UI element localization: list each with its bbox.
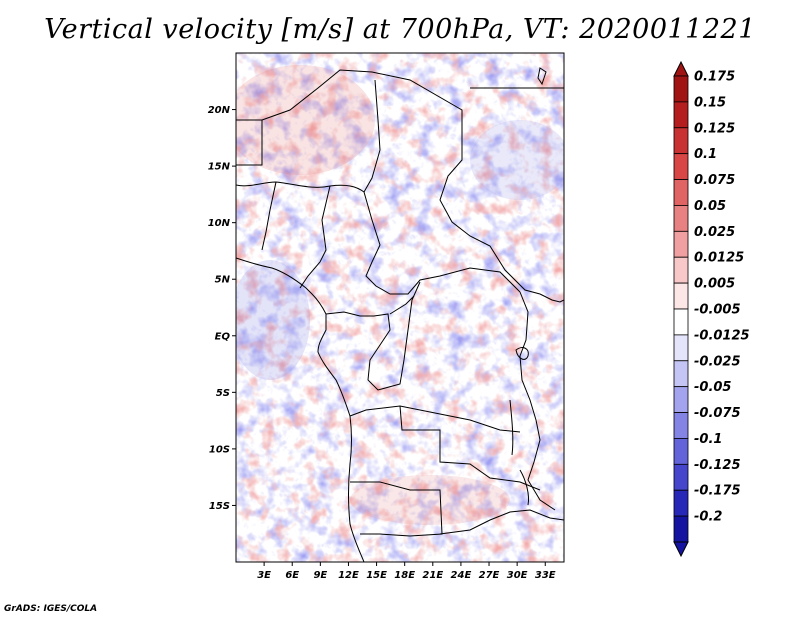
colorbar-swatch xyxy=(673,308,689,336)
lon-tick-label: 24E xyxy=(451,570,472,581)
lon-tick-label: 21E xyxy=(422,570,443,581)
colorbar-label: -0.0125 xyxy=(694,328,750,343)
lat-tick-label: 5S xyxy=(216,388,230,399)
grads-credit: GrADS: IGES/COLA xyxy=(4,604,98,614)
colorbar-label: 0.005 xyxy=(694,277,735,292)
colorbar-label: -0.125 xyxy=(694,458,741,473)
colorbar-label: 0.075 xyxy=(694,173,735,188)
colorbar-swatch xyxy=(673,489,689,517)
lat-tick-label: 15S xyxy=(209,501,230,512)
colorbar: 0.175 0.15 0.125 0.1 0.075 0.05 0.025 0.0125 0.0… xyxy=(673,60,750,558)
lon-tick-label: 18E xyxy=(394,570,415,581)
lon-tick-label: 6E xyxy=(285,570,299,581)
map-title: Vertical velocity [m/s] at 700hPa, VT: 2… xyxy=(44,14,756,45)
lon-tick-label: 15E xyxy=(366,570,387,581)
colorbar-label: -0.05 xyxy=(694,380,731,395)
colorbar-label: 0.125 xyxy=(694,121,735,136)
colorbar-label: -0.025 xyxy=(694,354,741,369)
colorbar-label: 0.0125 xyxy=(694,251,744,266)
latitude-axis: 20N 15N 10N 5N EQ 5S 10S 15S xyxy=(208,105,236,512)
colorbar-label: -0.005 xyxy=(694,303,741,318)
lon-tick-label: 27E xyxy=(479,570,500,581)
colorbar-swatch xyxy=(673,205,689,232)
colorbar-swatch xyxy=(673,412,689,439)
colorbar-swatch xyxy=(673,386,689,413)
colorbar-top-arrow xyxy=(673,60,689,77)
lon-tick-label: 3E xyxy=(257,570,271,581)
colorbar-swatch xyxy=(673,256,689,284)
colorbar-bottom-arrow xyxy=(673,541,689,558)
colorbar-label: -0.175 xyxy=(694,484,741,499)
colorbar-label: 0.05 xyxy=(694,199,726,214)
colorbar-swatch xyxy=(673,230,689,258)
lat-tick-label: 20N xyxy=(208,105,231,116)
colorbar-label: -0.1 xyxy=(694,432,722,447)
colorbar-swatch xyxy=(673,179,689,206)
country-borders xyxy=(236,67,564,562)
colorbar-swatch xyxy=(673,127,689,155)
lat-tick-label: 5N xyxy=(215,275,231,286)
lat-tick-label: 10N xyxy=(208,218,231,229)
plot-frame xyxy=(235,52,565,563)
colorbar-label: 0.1 xyxy=(694,147,717,162)
colorbar-label: -0.075 xyxy=(694,406,741,421)
colorbar-swatch xyxy=(673,438,689,465)
vertical-velocity-field xyxy=(236,53,564,562)
lat-tick-label: 10S xyxy=(209,444,230,455)
colorbar-swatch xyxy=(673,101,689,129)
colorbar-label: 0.025 xyxy=(694,225,735,240)
colorbar-swatch xyxy=(673,360,689,388)
colorbar-swatch xyxy=(673,282,689,310)
lon-tick-label: 12E xyxy=(338,570,359,581)
colorbar-label: 0.175 xyxy=(694,70,735,85)
colorbar-swatch xyxy=(673,463,689,491)
colorbar-swatch xyxy=(673,75,689,103)
lat-tick-label: 15N xyxy=(208,162,231,173)
colorbar-label: 0.15 xyxy=(694,95,726,110)
lon-tick-label: 9E xyxy=(313,570,327,581)
lon-tick-label: 30E xyxy=(507,570,528,581)
colorbar-swatch xyxy=(673,515,689,543)
lat-tick-label: EQ xyxy=(215,331,231,342)
colorbar-swatch xyxy=(673,334,689,362)
colorbar-swatch xyxy=(673,153,689,180)
longitude-axis: 3E 6E 9E 12E 15E 18E 21E 24E 27E 30E 33E xyxy=(257,562,556,581)
lon-tick-label: 33E xyxy=(535,570,556,581)
colorbar-label: -0.2 xyxy=(694,510,722,525)
